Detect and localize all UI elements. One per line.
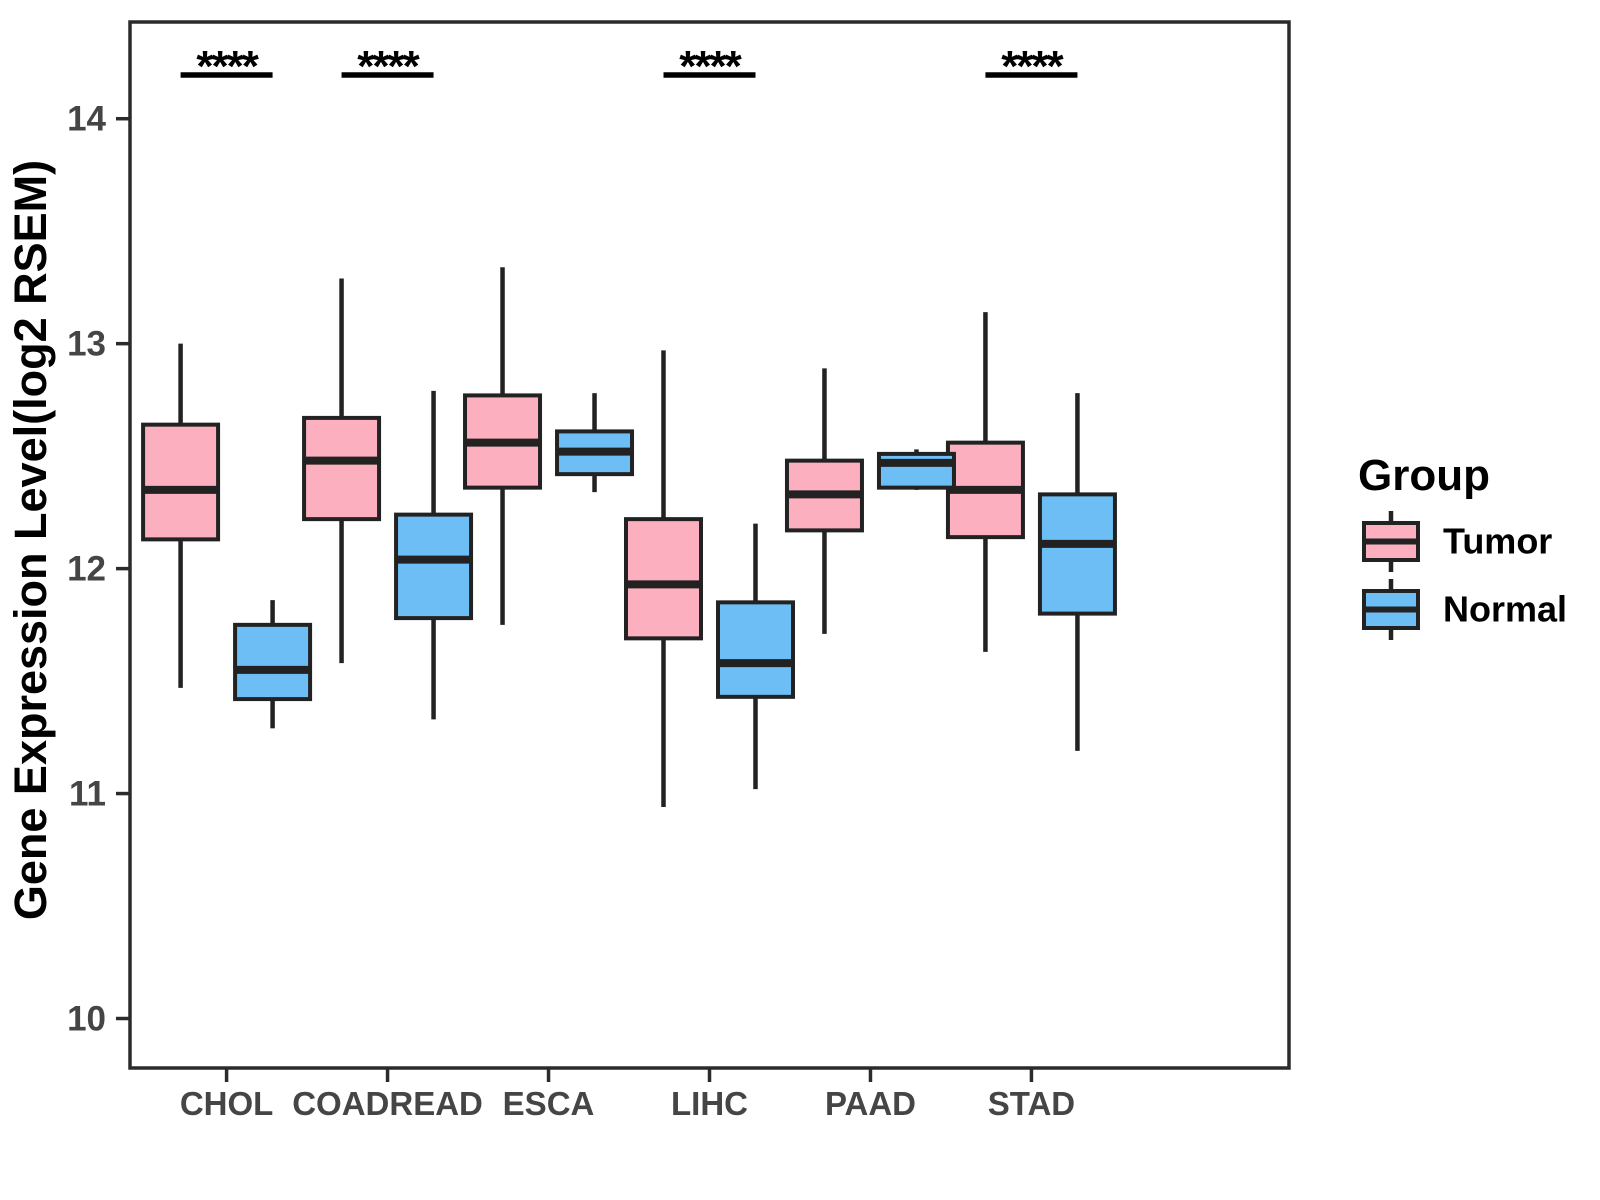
box-CHOL-Tumor xyxy=(141,422,221,542)
legend-item-tumor: Tumor xyxy=(1362,511,1552,572)
y-tick-label-13: 13 xyxy=(67,325,106,364)
sig-stars-COADREAD: **** xyxy=(357,42,420,91)
box-COADREAD-Tumor xyxy=(302,415,382,522)
box-COADREAD-Normal xyxy=(394,512,474,621)
legend-label-normal: Normal xyxy=(1443,589,1567,630)
box-LIHC-Normal xyxy=(716,600,795,699)
x-tick-label-LIHC: LIHC xyxy=(671,1085,748,1122)
legend-label-tumor: Tumor xyxy=(1443,521,1552,562)
y-tick-label-11: 11 xyxy=(69,775,106,814)
x-tick-label-COADREAD: COADREAD xyxy=(292,1085,483,1122)
x-tick-label-STAD: STAD xyxy=(988,1085,1075,1122)
x-tick-label-ESCA: ESCA xyxy=(503,1085,595,1122)
y-tick-label-12: 12 xyxy=(67,550,106,589)
legend-title: Group xyxy=(1358,451,1490,500)
box-LIHC-Tumor xyxy=(624,517,703,641)
y-axis-title: Gene Expression Level(log2 RSEM) xyxy=(5,160,56,920)
legend: Group Tumor Normal xyxy=(1358,451,1567,640)
x-tick-label-CHOL: CHOL xyxy=(180,1085,274,1122)
legend-items: Tumor Normal xyxy=(1362,511,1567,640)
plot-area: 10 11 12 13 14 CHOL COADREAD ESCA LIHC PAAD STAD **… xyxy=(67,20,1291,1122)
x-tick-label-PAAD: PAAD xyxy=(825,1085,916,1122)
sig-stars-CHOL: **** xyxy=(196,42,259,91)
y-tick-label-10: 10 xyxy=(67,1000,106,1039)
y-tick-label-14: 14 xyxy=(67,100,106,139)
legend-item-normal: Normal xyxy=(1362,579,1567,640)
sig-stars-LIHC: **** xyxy=(679,42,742,91)
sig-stars-STAD: **** xyxy=(1001,42,1064,91)
box-STAD-Normal xyxy=(1037,492,1117,616)
box-CHOL-Normal xyxy=(233,622,313,702)
